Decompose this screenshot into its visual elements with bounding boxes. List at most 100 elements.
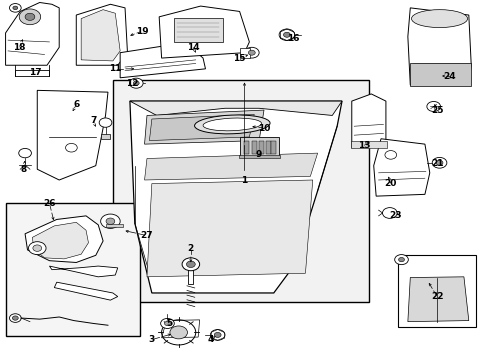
- Circle shape: [19, 148, 31, 158]
- Bar: [244, 140, 249, 154]
- Text: 22: 22: [430, 292, 443, 301]
- Bar: [397, 255, 475, 327]
- Circle shape: [279, 29, 294, 41]
- Circle shape: [160, 319, 174, 328]
- Circle shape: [33, 245, 41, 251]
- Text: 2: 2: [187, 244, 194, 253]
- Polygon shape: [76, 4, 127, 65]
- Polygon shape: [25, 216, 103, 262]
- Text: 21: 21: [430, 159, 443, 168]
- Text: 19: 19: [136, 27, 148, 36]
- Bar: [350, 141, 386, 148]
- Ellipse shape: [194, 115, 269, 134]
- Bar: [259, 140, 264, 154]
- Text: 5: 5: [165, 319, 172, 328]
- Ellipse shape: [411, 10, 467, 28]
- Circle shape: [99, 118, 112, 127]
- Circle shape: [25, 13, 35, 21]
- Polygon shape: [144, 110, 264, 144]
- Polygon shape: [147, 180, 312, 277]
- Circle shape: [101, 214, 120, 228]
- Polygon shape: [149, 114, 254, 140]
- Circle shape: [248, 50, 255, 55]
- Polygon shape: [49, 266, 118, 277]
- Bar: [238, 155, 280, 158]
- Polygon shape: [81, 10, 120, 61]
- Circle shape: [394, 255, 407, 265]
- Polygon shape: [130, 101, 341, 293]
- Text: 10: 10: [257, 123, 270, 132]
- Circle shape: [398, 257, 404, 262]
- Circle shape: [426, 102, 440, 112]
- Circle shape: [182, 258, 199, 271]
- Circle shape: [106, 218, 115, 225]
- Bar: [188, 266, 193, 284]
- Polygon shape: [407, 277, 468, 321]
- Text: 3: 3: [148, 335, 155, 344]
- Bar: [105, 224, 122, 226]
- Circle shape: [12, 316, 18, 320]
- Polygon shape: [32, 222, 88, 259]
- Text: 1: 1: [241, 176, 247, 185]
- Bar: [173, 18, 222, 42]
- Circle shape: [210, 329, 224, 340]
- Circle shape: [244, 47, 259, 58]
- Circle shape: [129, 78, 143, 88]
- Text: 23: 23: [388, 211, 401, 220]
- Circle shape: [164, 321, 170, 325]
- Bar: [409, 63, 470, 86]
- Bar: [251, 140, 256, 154]
- Circle shape: [384, 150, 396, 159]
- Bar: [239, 48, 250, 58]
- Text: 14: 14: [186, 43, 199, 52]
- Circle shape: [214, 332, 221, 337]
- Text: 20: 20: [384, 179, 396, 188]
- Bar: [266, 140, 271, 154]
- Text: 6: 6: [73, 100, 79, 109]
- Text: 9: 9: [255, 150, 262, 159]
- Text: 13: 13: [357, 141, 369, 150]
- Circle shape: [186, 261, 195, 267]
- Polygon shape: [144, 153, 317, 180]
- Polygon shape: [37, 90, 108, 180]
- Text: 17: 17: [29, 68, 42, 77]
- Bar: [5, 203, 140, 336]
- Text: 27: 27: [141, 231, 153, 240]
- Text: 11: 11: [109, 64, 122, 73]
- Circle shape: [169, 326, 187, 339]
- Text: 26: 26: [43, 199, 56, 208]
- Circle shape: [65, 143, 77, 152]
- Polygon shape: [407, 8, 470, 85]
- Bar: [15, 69, 49, 76]
- Polygon shape: [120, 45, 205, 78]
- Circle shape: [19, 9, 41, 25]
- Text: 8: 8: [21, 165, 27, 174]
- Text: 16: 16: [286, 34, 299, 43]
- Bar: [113, 80, 368, 302]
- Bar: [271, 140, 276, 154]
- Text: 15: 15: [233, 54, 245, 63]
- Polygon shape: [130, 101, 341, 116]
- Bar: [239, 137, 278, 157]
- Circle shape: [431, 157, 446, 168]
- Polygon shape: [159, 6, 249, 58]
- Circle shape: [9, 314, 21, 322]
- Circle shape: [133, 81, 139, 85]
- Polygon shape: [373, 139, 429, 196]
- Ellipse shape: [203, 118, 261, 131]
- Text: 12: 12: [126, 79, 138, 88]
- Circle shape: [382, 208, 396, 219]
- Bar: [101, 134, 110, 139]
- Text: 4: 4: [207, 335, 213, 344]
- Text: 25: 25: [430, 105, 443, 114]
- Circle shape: [13, 6, 18, 10]
- Text: 24: 24: [442, 72, 455, 81]
- Circle shape: [435, 160, 442, 165]
- Text: 7: 7: [90, 116, 96, 125]
- Polygon shape: [351, 94, 385, 148]
- Circle shape: [28, 242, 46, 255]
- Text: 18: 18: [13, 43, 25, 52]
- Circle shape: [161, 320, 195, 345]
- Polygon shape: [5, 3, 59, 65]
- Circle shape: [9, 4, 21, 12]
